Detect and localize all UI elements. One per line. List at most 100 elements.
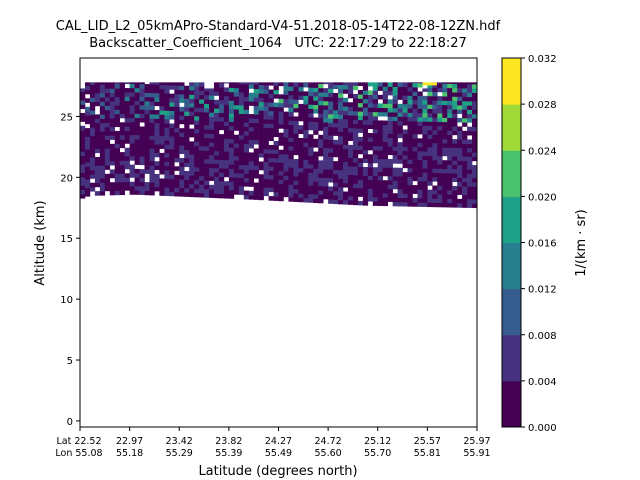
heatmap-cell [104,92,111,98]
heatmap-cell [457,169,463,174]
heatmap-cell [447,168,453,174]
heatmap-cell [94,165,101,171]
heatmap-cell [159,191,165,196]
heatmap-cell [357,200,364,206]
heatmap-cell [387,163,393,168]
heatmap-cell [109,118,116,123]
heatmap-cell [89,93,96,98]
heatmap-cell [303,142,309,148]
heatmap-cell [218,112,225,118]
heatmap-cell [412,95,418,101]
heatmap-cell [129,126,135,131]
heatmap-cell [442,121,448,127]
heatmap-cell [387,112,393,117]
heatmap-cell [333,127,339,132]
heatmap-cell [452,156,458,161]
heatmap-cell [164,93,170,98]
heatmap-cell [204,137,210,143]
heatmap-cell [99,127,106,132]
heatmap-cell [199,124,205,130]
heatmap-cell [318,151,324,157]
heatmap-cell [144,152,150,157]
heatmap-cell [154,152,160,158]
heatmap-cell [154,165,160,171]
heatmap-cell [84,136,91,142]
colorbar-tick-label: 0.024 [528,146,557,157]
heatmap-cell [357,192,364,197]
heatmap-cell [164,148,170,154]
heatmap-cell [343,84,349,90]
heatmap-cell [109,160,116,166]
heatmap-cell [422,202,428,207]
heatmap-cell [263,183,269,188]
heatmap-cell [233,151,240,157]
heatmap-cell [442,164,448,170]
heatmap-cell [104,143,111,149]
heatmap-cell [377,150,384,155]
heatmap-cell [372,150,379,155]
heatmap-cell [248,126,254,132]
heatmap-cell [213,155,220,160]
heatmap-cell [397,142,403,147]
heatmap-cell [114,173,120,179]
heatmap-cell [288,107,294,113]
heatmap-cell [174,115,180,120]
heatmap-cell [164,123,170,128]
heatmap-cell [278,115,284,121]
heatmap-cell [238,122,245,127]
heatmap-cell [84,85,91,91]
heatmap-cell [333,182,339,188]
heatmap-cell [427,130,433,135]
heatmap-cell [99,161,106,166]
heatmap-cell [248,169,254,175]
x-tick-label-lon: 55.18 [116,448,143,459]
heatmap-cell [109,131,116,136]
heatmap-cell [248,182,254,187]
heatmap-cell [258,97,264,103]
heatmap-cell [442,138,448,144]
heatmap-cell [427,83,433,88]
heatmap-cell [303,197,309,203]
heatmap-cell [243,173,250,179]
heatmap-cell [382,99,388,104]
heatmap-cell [472,82,478,85]
heatmap-cell [204,90,210,96]
heatmap-cell [204,171,210,177]
heatmap-cell [129,139,135,144]
heatmap-cell [204,150,210,156]
heatmap-cell [218,151,225,156]
heatmap-cell [89,144,96,149]
heatmap-cell [432,164,438,169]
heatmap-cell [253,84,259,90]
heatmap-cell [318,134,324,140]
heatmap-cell [154,135,160,141]
heatmap-cell [94,191,101,196]
heatmap-cell [124,186,130,191]
colorbar-segment [502,380,521,428]
heatmap-cell [457,96,463,102]
heatmap-cell [283,98,289,104]
heatmap-cell [169,191,175,197]
heatmap-cell [362,128,369,134]
heatmap-cell [119,160,125,166]
heatmap-cell [179,179,185,184]
heatmap-cell [452,164,458,170]
heatmap-cell [263,178,269,184]
heatmap-cell [467,169,473,174]
heatmap-cell [194,171,200,176]
heatmap-cell [352,170,359,176]
heatmap-cell [313,100,319,105]
heatmap-cell [392,201,398,207]
heatmap-cell [283,175,289,181]
heatmap-cell [422,134,428,139]
heatmap-cell [273,179,279,184]
heatmap-cell [432,168,438,174]
heatmap-cell [99,118,106,124]
heatmap-cell [412,112,418,118]
heatmap-cell [218,163,225,169]
heatmap-cell [377,86,384,91]
heatmap-cell [397,116,403,122]
heatmap-cell [94,118,101,124]
heatmap-cell [318,92,324,97]
heatmap-cell [243,156,250,162]
